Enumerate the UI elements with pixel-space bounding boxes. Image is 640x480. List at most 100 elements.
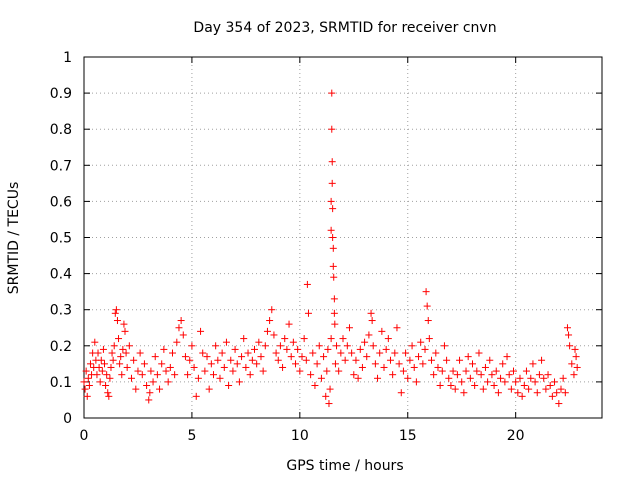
data-point	[304, 309, 312, 317]
data-point	[212, 342, 220, 350]
grid-lines	[84, 57, 602, 418]
data-point	[535, 371, 543, 379]
data-point	[520, 382, 528, 390]
data-point	[86, 360, 94, 368]
x-tick-label: 15	[399, 428, 417, 444]
data-point	[557, 385, 565, 393]
data-point	[434, 363, 442, 371]
data-point	[285, 320, 293, 328]
data-point	[93, 371, 101, 379]
data-point	[507, 385, 515, 393]
data-point	[156, 385, 164, 393]
data-point	[331, 320, 339, 328]
data-point	[201, 367, 209, 375]
data-point	[97, 356, 105, 364]
y-tick-label: 0.1	[50, 375, 72, 391]
data-point	[145, 396, 153, 404]
data-point	[529, 360, 537, 368]
data-point	[188, 342, 196, 350]
data-point	[424, 317, 432, 325]
data-point	[235, 378, 243, 386]
chart-title: Day 354 of 2023, SRMTID for receiver cnv…	[193, 20, 496, 36]
data-point	[438, 367, 446, 375]
data-point	[421, 345, 429, 353]
data-point	[207, 360, 215, 368]
data-point	[279, 363, 287, 371]
data-point	[326, 385, 334, 393]
data-point	[440, 342, 448, 350]
data-point	[113, 317, 121, 325]
data-point	[423, 302, 431, 310]
data-point	[276, 342, 284, 350]
data-point	[415, 353, 423, 361]
data-point	[516, 374, 524, 382]
data-point	[116, 360, 124, 368]
tick-labels: 0 5 10 15 20 0 0.1 0.2 0.3 0.4 0.5 0.6 0.7 0.8 0.9 1	[50, 50, 525, 444]
data-point	[184, 371, 192, 379]
y-tick-label: 1	[63, 50, 72, 66]
data-point	[136, 349, 144, 357]
data-point	[425, 335, 433, 343]
data-point	[376, 349, 384, 357]
data-point	[160, 345, 168, 353]
data-point	[345, 324, 353, 332]
data-point	[313, 360, 321, 368]
data-point	[568, 360, 576, 368]
data-point	[225, 382, 233, 390]
data-point	[107, 363, 115, 371]
data-point	[103, 371, 111, 379]
data-point	[559, 374, 567, 382]
data-point	[451, 385, 459, 393]
data-point	[462, 367, 470, 375]
data-point	[283, 345, 291, 353]
data-point	[503, 353, 511, 361]
data-point	[430, 371, 438, 379]
y-tick-label: 0.2	[50, 339, 72, 355]
data-point	[257, 353, 265, 361]
data-point	[333, 342, 341, 350]
y-tick-label: 0.3	[50, 303, 72, 319]
data-point	[303, 280, 311, 288]
data-point	[412, 378, 420, 386]
y-tick-label: 0.9	[50, 86, 72, 102]
data-point	[246, 371, 254, 379]
data-point	[363, 353, 371, 361]
data-point	[115, 335, 123, 343]
data-point	[352, 356, 360, 364]
data-point	[417, 338, 425, 346]
data-point	[323, 367, 331, 375]
data-point	[311, 382, 319, 390]
data-point	[309, 349, 317, 357]
y-tick-label: 0.5	[50, 231, 72, 247]
data-point	[343, 342, 351, 350]
data-point	[274, 356, 282, 364]
data-point	[419, 360, 427, 368]
data-point	[327, 335, 335, 343]
data-point	[125, 342, 133, 350]
data-points	[80, 89, 581, 408]
data-point	[365, 331, 373, 339]
data-point	[479, 385, 487, 393]
data-point	[96, 378, 104, 386]
data-point	[268, 306, 276, 314]
data-point	[374, 374, 382, 382]
data-point	[81, 385, 89, 393]
data-point	[327, 226, 335, 234]
data-point	[181, 353, 189, 361]
y-axis-title: SRMTID / TECUs	[6, 182, 22, 295]
y-tick-label: 0.7	[50, 158, 72, 174]
data-point	[147, 367, 155, 375]
data-point	[330, 273, 338, 281]
data-point	[339, 335, 347, 343]
data-point	[330, 295, 338, 303]
data-point	[386, 356, 394, 364]
data-point	[484, 378, 492, 386]
data-point	[101, 360, 109, 368]
data-point	[302, 356, 310, 364]
data-point	[563, 324, 571, 332]
data-point	[445, 374, 453, 382]
data-point	[350, 371, 358, 379]
data-point	[460, 389, 468, 397]
data-point	[109, 356, 117, 364]
data-point	[222, 338, 230, 346]
